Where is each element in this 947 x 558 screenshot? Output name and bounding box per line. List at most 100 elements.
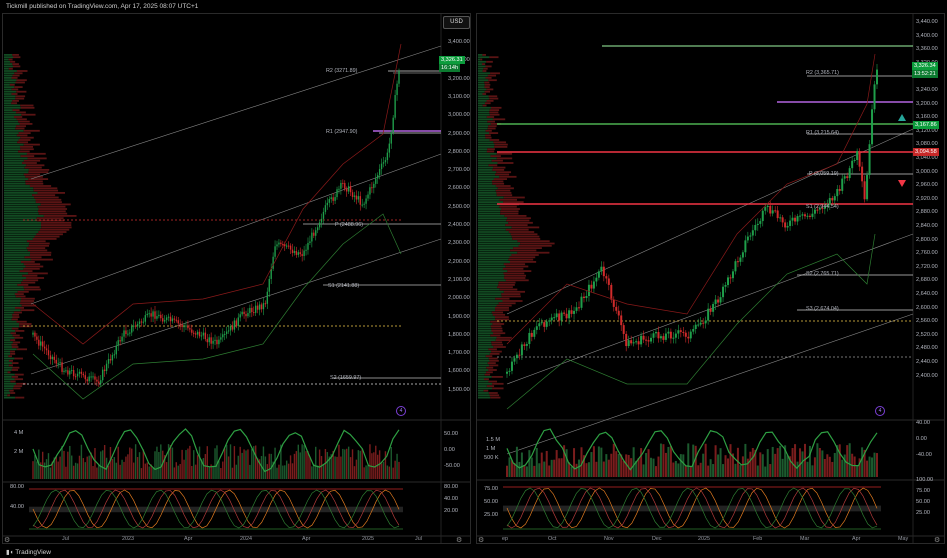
gear-icon[interactable]: ⚙ — [934, 537, 941, 544]
volume-profile-bar — [495, 297, 510, 300]
gear-icon[interactable]: ⚙ — [4, 537, 11, 544]
candle-body — [650, 337, 653, 342]
candle-body — [592, 281, 595, 289]
candle-body — [332, 197, 334, 201]
candle-body — [376, 175, 379, 179]
volume-profile-bar — [14, 357, 23, 360]
volume-bar — [111, 458, 114, 479]
volume-bar — [657, 456, 660, 477]
candle-body — [224, 333, 226, 335]
candle-body — [367, 194, 369, 199]
right-chart-panel[interactable] — [476, 13, 945, 544]
price-axis-label: 3,400.00 — [448, 39, 470, 45]
volume-bar — [268, 453, 270, 479]
candle-body — [739, 257, 742, 262]
gear-icon[interactable]: ⚙ — [456, 537, 463, 544]
time-axis-label: 2025 — [698, 536, 710, 542]
volume-profile-bar — [25, 265, 44, 268]
volume-bar — [513, 462, 516, 477]
volume-profile-bar — [4, 311, 14, 314]
candle-body — [520, 344, 523, 356]
volume-bar — [794, 444, 797, 477]
candle-body — [297, 252, 300, 255]
volume-profile-bar — [490, 72, 500, 75]
candle-body — [689, 331, 692, 339]
candle-body — [632, 342, 635, 344]
candle-body — [336, 189, 338, 198]
volume-bar — [336, 456, 338, 479]
volume-bar — [316, 465, 319, 479]
volume-bar — [823, 458, 826, 477]
volume-profile-bar — [20, 155, 35, 157]
volume-profile-bar — [4, 65, 13, 68]
volume-profile-bar — [478, 249, 511, 252]
candle-body — [597, 271, 600, 278]
candle-body — [642, 335, 645, 340]
volume-bar — [617, 453, 620, 477]
left-chart-panel[interactable] — [2, 13, 471, 544]
volume-profile-bar — [484, 86, 490, 88]
gear-icon[interactable]: ⚙ — [478, 537, 485, 544]
candle-body — [301, 254, 303, 257]
volume-profile-bar — [480, 58, 483, 61]
volume-profile-bar — [4, 196, 35, 199]
volume-profile-bar — [4, 281, 22, 284]
volume-profile-bar — [478, 109, 490, 111]
volume-osc-axis-label: 0.00 — [444, 447, 455, 453]
volume-profile-bar — [478, 228, 506, 231]
volume-profile-bar — [4, 215, 44, 217]
candle-body — [69, 370, 71, 375]
right-chart-canvas[interactable] — [477, 14, 945, 544]
candle-body — [140, 321, 143, 323]
volume-profile-bar — [13, 56, 21, 59]
volume-profile-bar — [493, 141, 507, 144]
volume-profile-bar — [496, 192, 512, 194]
volume-profile-bar — [505, 265, 529, 268]
price-axis-label: 2,600.00 — [916, 304, 938, 311]
volume-profile-bar — [478, 102, 485, 105]
volume-profile-bar — [478, 318, 496, 321]
volume-bar — [828, 456, 831, 477]
volume-profile-bar — [4, 242, 30, 245]
candle-body — [637, 341, 640, 345]
candle-body — [173, 318, 176, 320]
volume-profile-bar — [4, 221, 42, 224]
candle-body — [779, 217, 782, 219]
volume-profile-bar — [4, 72, 15, 75]
volume-profile-bar — [4, 249, 28, 252]
volume-profile-bar — [4, 125, 17, 128]
candle-body — [669, 331, 672, 339]
candle-body — [699, 322, 702, 325]
time-axis-label: 2025 — [362, 536, 374, 542]
volume-bar — [719, 448, 722, 477]
volume-profile-bar — [487, 74, 497, 77]
volume-profile-bar — [4, 320, 17, 323]
volume-profile-bar — [4, 79, 17, 82]
volume-profile-bar — [478, 136, 486, 139]
candle-body — [587, 284, 590, 296]
volume-bar — [173, 467, 176, 479]
candle-body — [697, 324, 700, 326]
volume-bar — [169, 445, 172, 479]
pivot-label: R2 (3271.89) — [326, 68, 358, 74]
candle-body — [119, 340, 121, 342]
candle-body — [274, 246, 276, 257]
volume-profile-bar — [485, 77, 492, 79]
volume-profile-bar — [19, 270, 33, 272]
volume-bar — [278, 464, 280, 479]
currency-button[interactable]: USD — [443, 16, 470, 29]
volume-profile-bar — [4, 350, 11, 353]
volume-bar — [103, 445, 106, 479]
left-chart-canvas[interactable] — [3, 14, 471, 544]
volume-bar — [528, 450, 531, 477]
candle-body — [84, 375, 86, 380]
volume-bar — [689, 466, 692, 477]
volume-bar — [353, 466, 356, 479]
candle-body — [80, 371, 83, 374]
volume-bar — [88, 455, 90, 479]
volume-profile-bar — [486, 60, 493, 63]
candle-body — [781, 217, 784, 223]
volume-profile-bar — [478, 175, 500, 178]
candle-body — [216, 339, 218, 345]
volume-profile-bar — [36, 217, 64, 220]
